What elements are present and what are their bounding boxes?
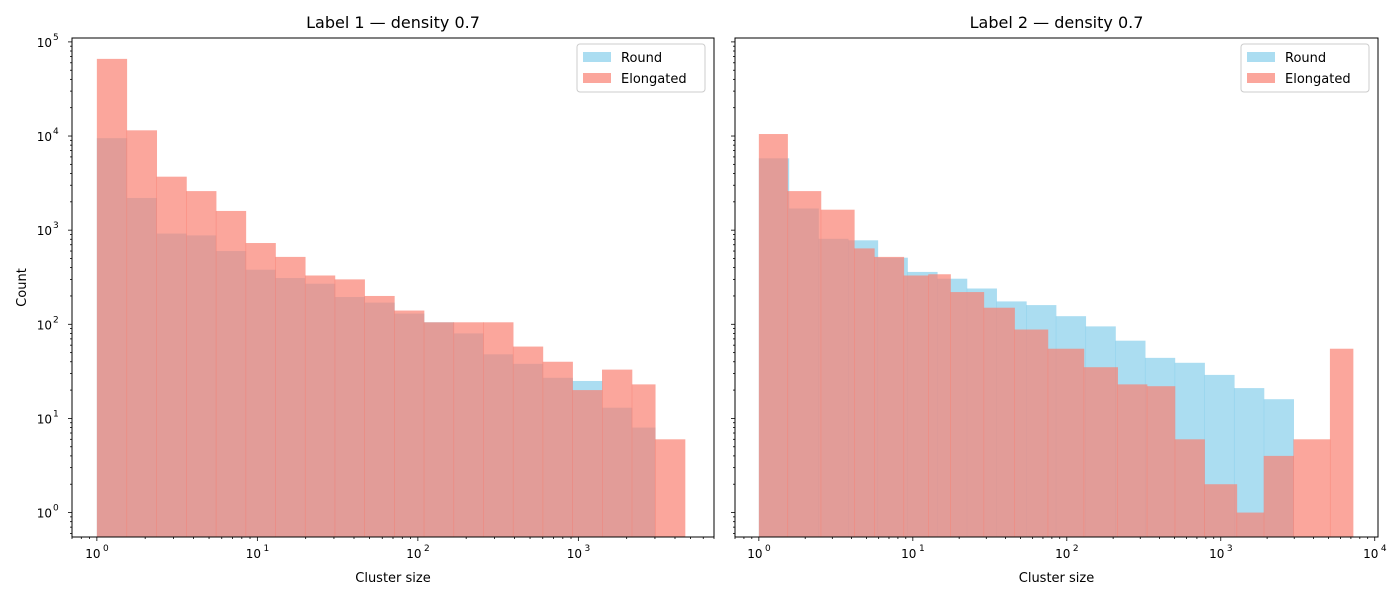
bar-elongated-6 bbox=[275, 256, 306, 537]
bar-round-16 bbox=[1233, 388, 1265, 537]
x-tick-exponent: 0 bbox=[765, 544, 771, 554]
bar-elongated-7 bbox=[950, 292, 985, 537]
bar-elongated-8 bbox=[334, 279, 365, 537]
x-tick-label: 10 bbox=[246, 547, 261, 561]
legend-swatch-round bbox=[1247, 52, 1275, 62]
bar-elongated-1 bbox=[126, 130, 158, 537]
legend-label-elongated: Elongated bbox=[621, 72, 687, 87]
bars-label-2 bbox=[758, 134, 1354, 538]
y-tick-exponent: 1 bbox=[53, 409, 59, 419]
bar-elongated-11 bbox=[1083, 367, 1118, 537]
y-tick-exponent: 5 bbox=[53, 33, 59, 43]
bar-elongated-13 bbox=[1146, 386, 1176, 537]
y-tick-exponent: 4 bbox=[53, 127, 59, 137]
x-tick-label: 10 bbox=[567, 547, 582, 561]
x-tick-exponent: 4 bbox=[1381, 544, 1387, 554]
legend-label-round: Round bbox=[1285, 51, 1326, 66]
bar-elongated-14 bbox=[512, 346, 544, 537]
bar-elongated-15 bbox=[1204, 484, 1238, 537]
panel-label-2: 10 0 10 1 10 2 10 3 10 4 Label 2 — density 0.7 Cl… bbox=[731, 13, 1387, 586]
x-tick-exponent: 3 bbox=[584, 544, 590, 554]
panel-label-1: 10 0 10 1 10 2 10 310 010 110 210 310 410 5 Label 1 —… bbox=[15, 13, 715, 586]
bar-elongated-2 bbox=[156, 176, 187, 537]
x-tick-label: 10 bbox=[85, 547, 100, 561]
x-tick-exponent: 2 bbox=[424, 544, 430, 554]
x-tick-label: 10 bbox=[1209, 547, 1224, 561]
y-tick-exponent: 2 bbox=[53, 315, 59, 325]
bar-elongated-12 bbox=[453, 322, 484, 537]
x-tick-exponent: 2 bbox=[1073, 544, 1079, 554]
bar-elongated-8 bbox=[983, 307, 1015, 537]
y-tick-label: 10 bbox=[37, 224, 52, 238]
y-tick-label: 10 bbox=[37, 412, 52, 426]
bar-elongated-1 bbox=[787, 191, 822, 537]
bar-elongated-5 bbox=[903, 275, 929, 537]
bar-elongated-10 bbox=[1047, 348, 1085, 537]
x-tick-label: 10 bbox=[747, 547, 762, 561]
y-tick-exponent: 0 bbox=[53, 504, 59, 514]
legend-label-elongated: Elongated bbox=[1285, 72, 1351, 87]
bar-elongated-11 bbox=[423, 322, 455, 537]
legend-label-round: Round bbox=[621, 51, 662, 66]
legend-swatch-round bbox=[583, 52, 611, 62]
chart-title-label-2: Label 2 — density 0.7 bbox=[970, 13, 1144, 32]
x-tick-label: 10 bbox=[406, 547, 421, 561]
y-tick-label: 10 bbox=[37, 130, 52, 144]
y-tick-label: 10 bbox=[37, 36, 52, 50]
bar-elongated-3 bbox=[186, 191, 217, 537]
x-tick-exponent: 3 bbox=[1227, 544, 1233, 554]
y-tick-exponent: 3 bbox=[53, 221, 59, 231]
bar-elongated-12 bbox=[1117, 384, 1148, 537]
y-axis-label: Count bbox=[15, 268, 30, 307]
bar-elongated-6 bbox=[928, 274, 951, 537]
legend-label-1: Round Elongated bbox=[576, 43, 706, 93]
bar-elongated-9 bbox=[364, 295, 395, 537]
bar-elongated-0 bbox=[758, 134, 788, 537]
bar-elongated-2 bbox=[820, 209, 855, 537]
bar-elongated-10 bbox=[394, 310, 425, 537]
x-axis-label-label-1: Cluster size bbox=[355, 571, 430, 586]
legend-swatch-elongated bbox=[1247, 73, 1275, 83]
bar-elongated-15 bbox=[542, 361, 573, 537]
bar-elongated-5 bbox=[245, 243, 276, 537]
x-tick-exponent: 1 bbox=[919, 544, 925, 554]
bar-elongated-17 bbox=[602, 369, 633, 537]
x-tick-label: 10 bbox=[1363, 547, 1378, 561]
bar-elongated-4 bbox=[215, 210, 247, 537]
bar-elongated-14 bbox=[1174, 439, 1205, 537]
bar-elongated-19 bbox=[1329, 348, 1354, 537]
bar-elongated-3 bbox=[854, 248, 875, 537]
x-tick-exponent: 0 bbox=[103, 544, 109, 554]
x-tick-exponent: 1 bbox=[263, 544, 269, 554]
y-tick-label: 10 bbox=[37, 507, 52, 521]
x-tick-label: 10 bbox=[1055, 547, 1070, 561]
chart-title-label-1: Label 1 — density 0.7 bbox=[306, 13, 480, 32]
plot-frame-label-2 bbox=[734, 37, 1379, 538]
bar-elongated-13 bbox=[483, 322, 514, 537]
plot-frame-label-1 bbox=[71, 37, 715, 538]
legend-swatch-elongated bbox=[583, 73, 611, 83]
bar-elongated-19 bbox=[654, 439, 686, 537]
legend-label-2: Round Elongated bbox=[1240, 43, 1370, 93]
bar-elongated-16 bbox=[1236, 512, 1265, 537]
bar-elongated-0 bbox=[96, 58, 128, 537]
x-tick-label: 10 bbox=[901, 547, 916, 561]
y-tick-label: 10 bbox=[37, 318, 52, 332]
x-axis-label-label-2: Cluster size bbox=[1019, 571, 1094, 586]
bars-label-1 bbox=[96, 58, 686, 538]
bar-elongated-17 bbox=[1263, 455, 1294, 537]
bar-elongated-16 bbox=[572, 390, 603, 537]
bar-elongated-9 bbox=[1014, 329, 1049, 537]
bar-elongated-4 bbox=[874, 256, 905, 537]
bar-elongated-7 bbox=[304, 275, 336, 537]
bar-elongated-18 bbox=[1293, 439, 1331, 537]
bar-elongated-18 bbox=[631, 384, 656, 537]
